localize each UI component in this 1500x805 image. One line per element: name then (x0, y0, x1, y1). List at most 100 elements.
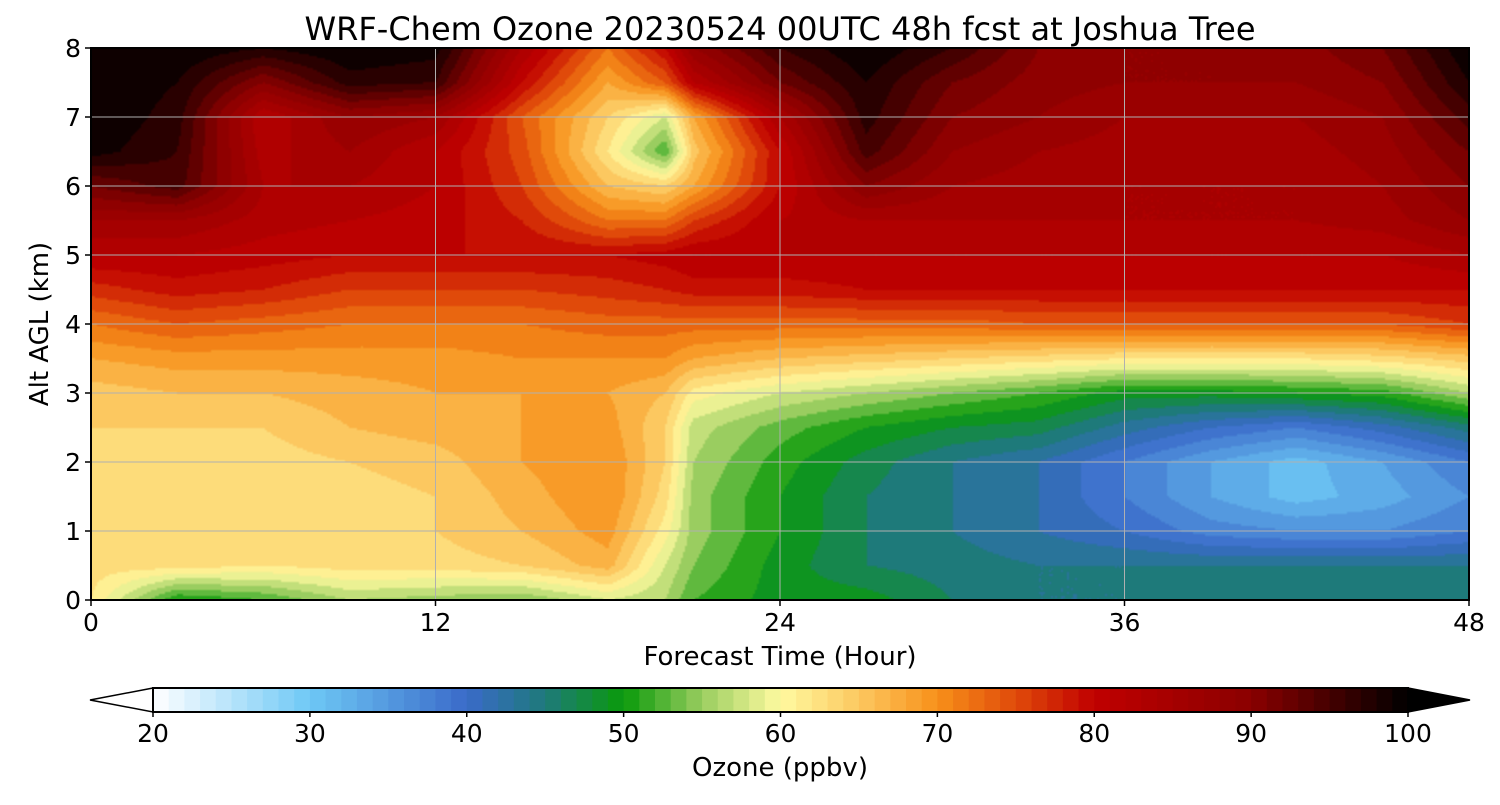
colorbar-segment (906, 688, 923, 712)
colorbar-segment (168, 688, 185, 712)
colorbar-segment (749, 688, 766, 712)
colorbar-tick-label: 100 (1384, 719, 1432, 748)
colorbar-segment (686, 688, 703, 712)
colorbar-segment (1157, 688, 1174, 712)
colorbar-segment (811, 688, 829, 712)
y-tick-label: 8 (65, 34, 81, 63)
colorbar-segment (984, 688, 1001, 712)
colorbar-segment (482, 688, 499, 712)
colorbar-segment (1392, 688, 1409, 712)
y-tick-label: 2 (65, 448, 81, 477)
y-tick-label: 5 (65, 241, 81, 270)
colorbar-segment (309, 688, 327, 712)
colorbar-tick-label: 30 (294, 719, 326, 748)
colorbar-segment (498, 688, 515, 712)
colorbar-tick-label: 20 (137, 719, 169, 748)
colorbar-segment (858, 688, 876, 712)
y-tick-label: 7 (65, 103, 81, 132)
colorbar-segment (953, 688, 970, 712)
colorbar-segment (1251, 688, 1268, 712)
colorbar-segment (1298, 688, 1315, 712)
colorbar-segment (702, 688, 719, 712)
colorbar-segment (717, 688, 735, 712)
colorbar-segment (1282, 688, 1299, 712)
colorbar-segment (874, 688, 891, 712)
x-tick-label: 48 (1453, 608, 1485, 637)
colorbar-segment (451, 688, 468, 712)
colorbar-segment (356, 688, 374, 712)
colorbar-segment (576, 688, 593, 712)
x-axis: 0 12 24 36 48 (83, 600, 1485, 637)
colorbar-segment (1015, 688, 1033, 712)
colorbar-segment (1141, 688, 1158, 712)
colorbar-segment (278, 688, 295, 712)
colorbar-segment (466, 688, 484, 712)
colorbar-max-extension (1407, 687, 1471, 713)
colorbar-segment (545, 688, 562, 712)
colorbar: 20 30 40 50 60 70 80 90 100 Ozone (ppbv) (89, 687, 1471, 783)
colorbar-segment (513, 688, 531, 712)
colorbar-segment (1094, 688, 1111, 712)
colorbar-segment (1376, 688, 1393, 712)
y-tick-label: 1 (65, 517, 81, 546)
colorbar-segment (325, 688, 342, 712)
colorbar-segment (1329, 688, 1346, 712)
colorbar-segment (341, 688, 358, 712)
colorbar-segment (1188, 688, 1205, 712)
colorbar-segment (1219, 688, 1237, 712)
chart-title: WRF-Chem Ozone 20230524 00UTC 48h fcst a… (304, 10, 1255, 48)
colorbar-tick-label: 40 (451, 719, 483, 748)
colorbar-segment (921, 688, 938, 712)
colorbar-ticks: 20 30 40 50 60 70 80 90 100 (137, 712, 1432, 748)
colorbar-tick-label: 50 (608, 719, 640, 748)
colorbar-segment (153, 688, 170, 712)
y-axis-title: Alt AGL (km) (25, 242, 55, 406)
colorbar-segment (388, 688, 405, 712)
y-tick-label: 4 (65, 310, 81, 339)
x-tick-label: 24 (764, 608, 796, 637)
colorbar-segment (1062, 688, 1080, 712)
y-tick-label: 3 (65, 379, 81, 408)
colorbar-tick-label: 90 (1235, 719, 1267, 748)
colorbar-segment (890, 688, 907, 712)
colorbar-segment (560, 688, 578, 712)
colorbar-segment (1109, 688, 1127, 712)
colorbar-segment (1047, 688, 1064, 712)
y-tick-label: 6 (65, 172, 81, 201)
colorbar-segment (655, 688, 672, 712)
colorbar-segment (529, 688, 546, 712)
x-tick-label: 0 (83, 608, 99, 637)
colorbar-segment (372, 688, 389, 712)
colorbar-segment (764, 688, 782, 712)
colorbar-segment (1204, 688, 1221, 712)
colorbar-segment (247, 688, 264, 712)
colorbar-segment (1266, 688, 1284, 712)
x-axis-title: Forecast Time (Hour) (643, 642, 916, 672)
colorbar-segment (670, 688, 687, 712)
colorbar-segment (404, 688, 421, 712)
colorbar-segment (294, 688, 311, 712)
colorbar-segment (937, 688, 954, 712)
colorbar-segment (1313, 688, 1331, 712)
colorbar-segment (607, 688, 625, 712)
colorbar-tick-label: 70 (921, 719, 953, 748)
colorbar-segment (1235, 688, 1252, 712)
colorbar-segment (733, 688, 750, 712)
colorbar-segment (231, 688, 248, 712)
colorbar-segment (639, 688, 656, 712)
colorbar-segment (968, 688, 986, 712)
colorbar-segments (153, 688, 1409, 712)
x-tick-label: 36 (1109, 608, 1141, 637)
y-axis: 0 1 2 3 4 5 6 7 8 (65, 34, 91, 615)
colorbar-tick-label: 80 (1078, 719, 1110, 748)
colorbar-segment (592, 688, 609, 712)
colorbar-segment (435, 688, 452, 712)
colorbar-segment (215, 688, 233, 712)
colorbar-segment (1172, 688, 1189, 712)
colorbar-segment (843, 688, 860, 712)
colorbar-segment (1000, 688, 1017, 712)
colorbar-segment (1125, 688, 1142, 712)
colorbar-segment (1360, 688, 1378, 712)
